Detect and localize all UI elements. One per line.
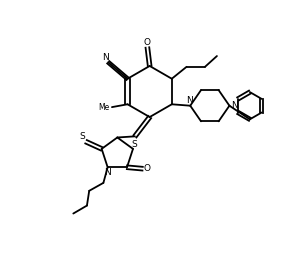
Text: O: O	[144, 164, 151, 173]
Text: S: S	[79, 133, 85, 141]
Text: N: N	[104, 167, 111, 177]
Text: O: O	[144, 38, 151, 47]
Text: N: N	[186, 96, 193, 105]
Text: Me: Me	[98, 103, 110, 112]
Text: N: N	[102, 53, 109, 62]
Text: S: S	[131, 140, 137, 149]
Text: N: N	[231, 101, 238, 110]
